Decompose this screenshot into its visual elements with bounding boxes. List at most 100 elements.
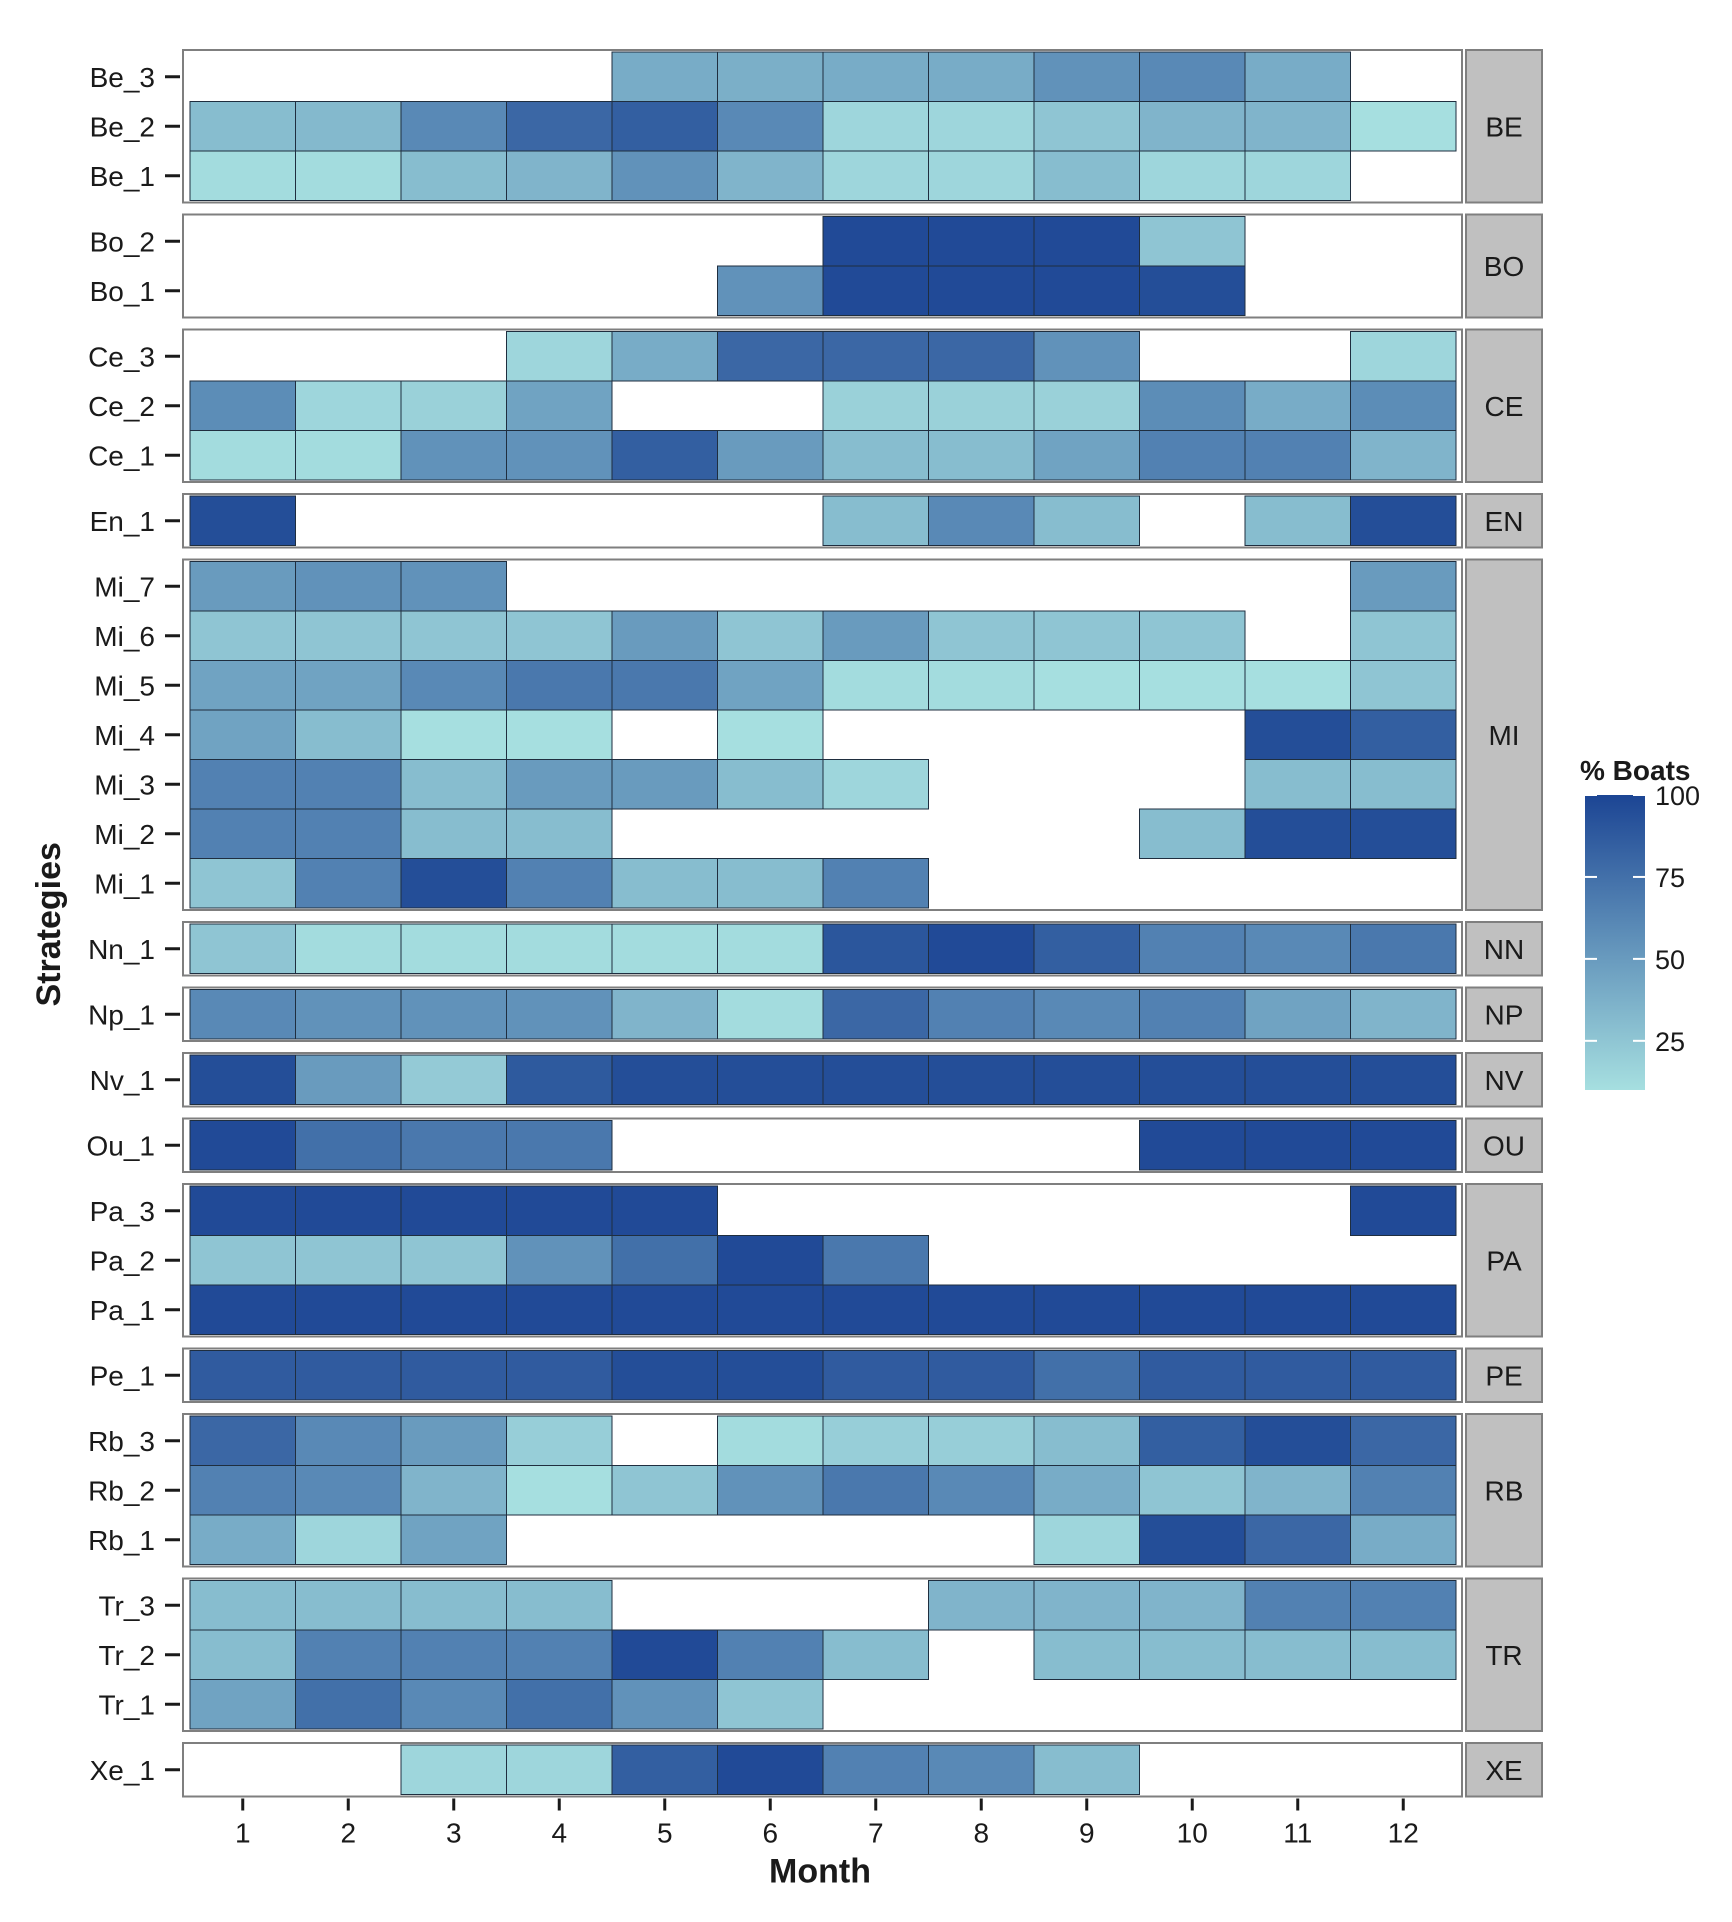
y-tick-label: Be_2 (90, 111, 155, 142)
heatmap-cell (189, 709, 296, 760)
x-axis: 1 2 3 4 5 6 7 8 9 10 11 12 (235, 1798, 1419, 1849)
y-tick-label: Mi_5 (94, 670, 155, 701)
facet-strip-label: NN (1484, 934, 1524, 965)
y-tick-label: Tr_1 (98, 1689, 155, 1720)
facet-strip-label: TR (1485, 1640, 1522, 1671)
x-tick-label: 10 (1177, 1818, 1208, 1849)
y-tick-label: Rb_3 (88, 1426, 155, 1457)
y-tick-label: Be_1 (90, 161, 155, 192)
heatmap-cell (1033, 1415, 1140, 1466)
heatmap-cell (1350, 989, 1457, 1040)
heatmap-cell (611, 989, 718, 1040)
heatmap-cell (400, 1235, 507, 1286)
heatmap-cell (400, 561, 507, 612)
heatmap-cell (295, 561, 402, 612)
heatmap-cell (1350, 759, 1457, 810)
facet-panels: Be_3 Be_2 Be_1 BE Bo_2 Bo_1 BO Ce_3 Ce_2 Ce_1 CE En… (87, 49, 1543, 1798)
heatmap-cell (1139, 1054, 1246, 1105)
facet-strip (1465, 328, 1543, 483)
heatmap-cell (717, 989, 824, 1040)
heatmap-cell (1350, 660, 1457, 711)
heatmap-cell (611, 51, 718, 102)
heatmap-cell (822, 610, 929, 661)
heatmap-cell (1244, 495, 1351, 546)
heatmap-cell (1350, 1415, 1457, 1466)
heatmap-cell (506, 1744, 613, 1795)
facet-strip-label: NV (1485, 1065, 1524, 1096)
panel-np: Np_1 NP (88, 986, 1543, 1042)
heatmap-cell (611, 1284, 718, 1335)
heatmap-cell (717, 51, 824, 102)
heatmap-cell (1244, 923, 1351, 974)
facet-strip (1465, 921, 1543, 977)
heatmap-cell (1033, 51, 1140, 102)
heatmap-cell (1139, 380, 1246, 431)
heatmap-cell (1350, 1514, 1457, 1565)
heatmap-cell (1244, 1514, 1351, 1565)
heatmap-cell (295, 610, 402, 661)
heatmap-cell (295, 709, 402, 760)
heatmap-cell (611, 1054, 718, 1105)
heatmap-cell (611, 1629, 718, 1680)
heatmap-cell (506, 1284, 613, 1335)
facet-strip (1465, 1117, 1543, 1173)
panel-mi: Mi_7 Mi_6 Mi_5 Mi_4 Mi_3 Mi_2 Mi_1 MI (94, 558, 1543, 911)
heatmap-cell (295, 1350, 402, 1401)
heatmap-cell (189, 610, 296, 661)
heatmap-cell (1139, 216, 1246, 267)
heatmap-cell (717, 1235, 824, 1286)
heatmap-cell (1244, 150, 1351, 201)
heatmap-cell (717, 265, 824, 316)
heatmap-cell (928, 51, 1035, 102)
heatmap-cell (822, 216, 929, 267)
heatmap-cell (822, 380, 929, 431)
facet-strip (1465, 1742, 1543, 1798)
y-tick-label: Pa_2 (90, 1245, 155, 1276)
heatmap-cell (1139, 150, 1246, 201)
heatmap-cell (1033, 1350, 1140, 1401)
heatmap-cell (1350, 1120, 1457, 1171)
heatmap-cell (717, 1465, 824, 1516)
heatmap-cell (189, 1580, 296, 1631)
heatmap-cell (611, 1350, 718, 1401)
heatmap-cell (1139, 1580, 1246, 1631)
heatmap-cell (1350, 1580, 1457, 1631)
heatmap-cell (822, 923, 929, 974)
heatmap-cell (1350, 331, 1457, 382)
heatmap-cell (189, 1054, 296, 1105)
heatmap-cell (189, 1235, 296, 1286)
heatmap-cell (506, 1415, 613, 1466)
facet-strip-label: BE (1485, 111, 1522, 142)
heatmap-cell (189, 1120, 296, 1171)
x-axis-title: Month (769, 1853, 871, 1891)
heatmap-cell (506, 923, 613, 974)
heatmap-cell (295, 1120, 402, 1171)
heatmap-cell (295, 1185, 402, 1236)
heatmap-cell (611, 759, 718, 810)
heatmap-cell (1350, 709, 1457, 760)
heatmap-cell (295, 1629, 402, 1680)
heatmap-cell (928, 1465, 1035, 1516)
heatmap-cell (295, 101, 402, 152)
heatmap-cell (928, 1284, 1035, 1335)
y-tick-label: Tr_3 (98, 1590, 155, 1621)
heatmap-cell (1139, 808, 1246, 859)
heatmap-cell (1244, 1415, 1351, 1466)
heatmap-cell (1350, 1185, 1457, 1236)
heatmap-cell (822, 1415, 929, 1466)
heatmap-cell (295, 1679, 402, 1730)
facet-strip (1465, 49, 1543, 204)
facet-strip-label: BO (1484, 251, 1524, 282)
facet-strip (1465, 1183, 1543, 1338)
heatmap-cell (1033, 380, 1140, 431)
heatmap-cell (506, 858, 613, 909)
heatmap-cell (1350, 808, 1457, 859)
heatmap-cell (189, 561, 296, 612)
legend-tick-label: 100 (1655, 781, 1700, 811)
heatmap-cell (717, 331, 824, 382)
color-legend: % Boats 25 50 75 100 (1580, 755, 1700, 1090)
heatmap-cell (611, 858, 718, 909)
heatmap-cell (1139, 1284, 1246, 1335)
heatmap-cell (611, 660, 718, 711)
x-tick-label: 1 (235, 1818, 251, 1849)
